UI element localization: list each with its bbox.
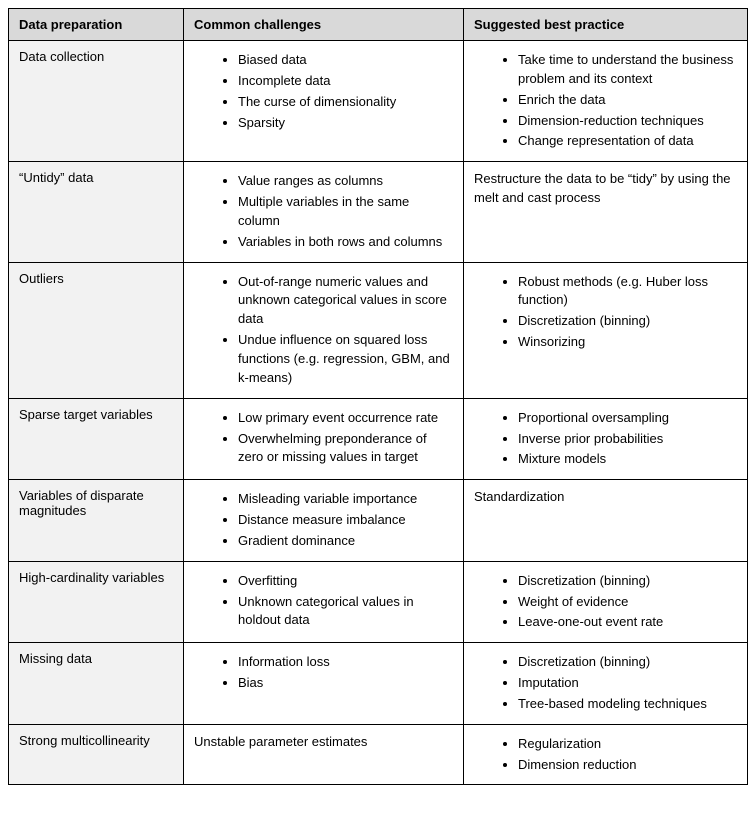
challenges-cell: Value ranges as columns Multiple variable…: [184, 162, 464, 262]
list-item: Discretization (binning): [518, 572, 737, 591]
list-item: Multiple variables in the same column: [238, 193, 453, 231]
list-item: Take time to understand the business pro…: [518, 51, 737, 89]
practice-cell: Discretization (binning) Imputation Tree-b…: [464, 643, 748, 725]
bullet-list: Take time to understand the business pro…: [474, 51, 737, 151]
practice-cell: Proportional oversampling Inverse prior p…: [464, 398, 748, 480]
header-col-2: Common challenges: [184, 9, 464, 41]
row-label: Outliers: [9, 262, 184, 398]
list-item: Imputation: [518, 674, 737, 693]
list-item: Information loss: [238, 653, 453, 672]
header-col-1: Data preparation: [9, 9, 184, 41]
bullet-list: Misleading variable importance Distance m…: [194, 490, 453, 551]
list-item: Discretization (binning): [518, 312, 737, 331]
challenges-cell: Out-of-range numeric values and unknown …: [184, 262, 464, 398]
practice-cell: Standardization: [464, 480, 748, 562]
list-item: Sparsity: [238, 114, 453, 133]
table-header-row: Data preparation Common challenges Sugge…: [9, 9, 748, 41]
list-item: Dimension reduction: [518, 756, 737, 775]
bullet-list: Out-of-range numeric values and unknown …: [194, 273, 453, 388]
cell-text: Standardization: [474, 488, 737, 507]
list-item: Leave-one-out event rate: [518, 613, 737, 632]
list-item: Dimension-reduction techniques: [518, 112, 737, 131]
list-item: The curse of dimensionality: [238, 93, 453, 112]
cell-text: Unstable parameter estimates: [194, 733, 453, 752]
list-item: Overwhelming preponderance of zero or mi…: [238, 430, 453, 468]
bullet-list: Value ranges as columns Multiple variable…: [194, 172, 453, 251]
practice-cell: Robust methods (e.g. Huber loss function…: [464, 262, 748, 398]
list-item: Mixture models: [518, 450, 737, 469]
data-prep-table: Data preparation Common challenges Sugge…: [8, 8, 748, 785]
list-item: Inverse prior probabilities: [518, 430, 737, 449]
list-item: Unknown categorical values in holdout da…: [238, 593, 453, 631]
list-item: Variables in both rows and columns: [238, 233, 453, 252]
table-row: Data collection Biased data Incomplete dat…: [9, 41, 748, 162]
cell-text: Restructure the data to be “tidy” by usi…: [474, 170, 737, 208]
challenges-cell: Low primary event occurrence rate Overwhe…: [184, 398, 464, 480]
challenges-cell: Misleading variable importance Distance m…: [184, 480, 464, 562]
list-item: Enrich the data: [518, 91, 737, 110]
table-row: Outliers Out-of-range numeric values and …: [9, 262, 748, 398]
list-item: Proportional oversampling: [518, 409, 737, 428]
practice-cell: Restructure the data to be “tidy” by usi…: [464, 162, 748, 262]
list-item: Discretization (binning): [518, 653, 737, 672]
bullet-list: Discretization (binning) Imputation Tree-b…: [474, 653, 737, 714]
list-item: Misleading variable importance: [238, 490, 453, 509]
table-row: Strong multicollinearity Unstable paramet…: [9, 724, 748, 785]
list-item: Bias: [238, 674, 453, 693]
list-item: Out-of-range numeric values and unknown …: [238, 273, 453, 330]
challenges-cell: Unstable parameter estimates: [184, 724, 464, 785]
list-item: Regularization: [518, 735, 737, 754]
row-label: Strong multicollinearity: [9, 724, 184, 785]
list-item: Robust methods (e.g. Huber loss function…: [518, 273, 737, 311]
table-row: Variables of disparate magnitudesMislead…: [9, 480, 748, 562]
row-label: High-cardinality variables: [9, 561, 184, 643]
list-item: Weight of evidence: [518, 593, 737, 612]
bullet-list: Low primary event occurrence rate Overwhe…: [194, 409, 453, 468]
list-item: Value ranges as columns: [238, 172, 453, 191]
list-item: Low primary event occurrence rate: [238, 409, 453, 428]
row-label: Variables of disparate magnitudes: [9, 480, 184, 562]
table-row: High-cardinality variables Overfitting Unk…: [9, 561, 748, 643]
challenges-cell: Biased data Incomplete data The curse of d…: [184, 41, 464, 162]
list-item: Distance measure imbalance: [238, 511, 453, 530]
list-item: Tree-based modeling techniques: [518, 695, 737, 714]
list-item: Overfitting: [238, 572, 453, 591]
list-item: Gradient dominance: [238, 532, 453, 551]
practice-cell: Take time to understand the business pro…: [464, 41, 748, 162]
bullet-list: Robust methods (e.g. Huber loss function…: [474, 273, 737, 352]
table-row: “Untidy” data Value ranges as columns Mult…: [9, 162, 748, 262]
bullet-list: Biased data Incomplete data The curse of d…: [194, 51, 453, 132]
row-label: Missing data: [9, 643, 184, 725]
row-label: “Untidy” data: [9, 162, 184, 262]
bullet-list: Proportional oversampling Inverse prior p…: [474, 409, 737, 470]
list-item: Winsorizing: [518, 333, 737, 352]
list-item: Incomplete data: [238, 72, 453, 91]
row-label: Data collection: [9, 41, 184, 162]
practice-cell: Discretization (binning) Weight of eviden…: [464, 561, 748, 643]
table-row: Sparse target variablesLow primary event…: [9, 398, 748, 480]
practice-cell: Regularization Dimension reduction: [464, 724, 748, 785]
row-label: Sparse target variables: [9, 398, 184, 480]
bullet-list: Regularization Dimension reduction: [474, 735, 737, 775]
challenges-cell: Overfitting Unknown categorical values in…: [184, 561, 464, 643]
table-row: Missing data Information loss Bias Discreti…: [9, 643, 748, 725]
list-item: Biased data: [238, 51, 453, 70]
list-item: Undue influence on squared loss function…: [238, 331, 453, 388]
list-item: Change representation of data: [518, 132, 737, 151]
challenges-cell: Information loss Bias: [184, 643, 464, 725]
bullet-list: Information loss Bias: [194, 653, 453, 693]
bullet-list: Overfitting Unknown categorical values in…: [194, 572, 453, 631]
header-col-3: Suggested best practice: [464, 9, 748, 41]
bullet-list: Discretization (binning) Weight of eviden…: [474, 572, 737, 633]
